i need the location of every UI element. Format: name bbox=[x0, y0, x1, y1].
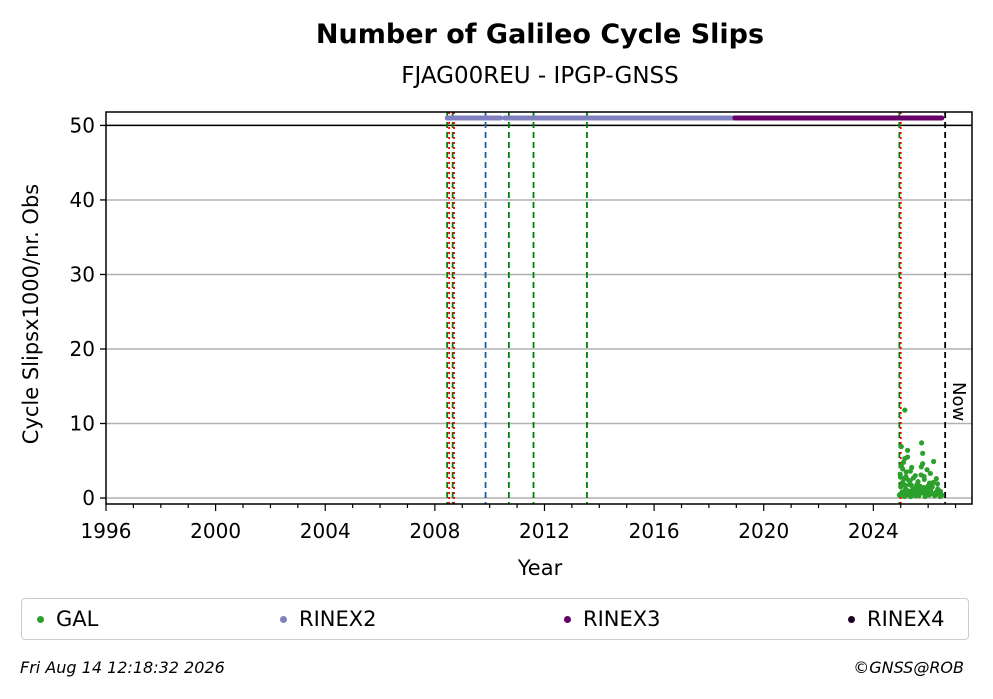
x-axis-label: Year bbox=[517, 556, 563, 580]
data-point bbox=[925, 483, 931, 489]
data-point bbox=[903, 469, 909, 475]
rinex2-dot-icon bbox=[280, 615, 287, 623]
data-point bbox=[900, 466, 906, 472]
data-point bbox=[908, 482, 915, 488]
x-tick-label: 2008 bbox=[409, 519, 460, 543]
data-point bbox=[915, 491, 921, 497]
data-point bbox=[907, 468, 913, 474]
legend-label: GAL bbox=[56, 607, 99, 631]
data-point bbox=[924, 467, 930, 473]
grid-lines bbox=[106, 124, 972, 499]
data-point bbox=[912, 473, 918, 479]
data-point bbox=[923, 488, 930, 494]
legend-item-rinex2: RINEX2 bbox=[280, 599, 377, 639]
data-point bbox=[920, 450, 926, 456]
x-tick-label: 2016 bbox=[629, 519, 680, 543]
plot-frame bbox=[105, 111, 973, 505]
data-point bbox=[933, 476, 939, 482]
data-point bbox=[911, 487, 917, 493]
data-point bbox=[904, 447, 911, 453]
rinex3-dot-icon bbox=[564, 615, 571, 623]
data-point bbox=[902, 455, 908, 462]
y-tick-label: 30 bbox=[70, 262, 95, 286]
rinex4-dot-icon bbox=[848, 615, 855, 623]
data-point bbox=[918, 464, 924, 470]
data-point bbox=[902, 407, 908, 413]
legend-item-rinex3: RINEX3 bbox=[564, 599, 661, 639]
event-lines bbox=[446, 112, 947, 504]
legend-item-gal: GAL bbox=[37, 599, 98, 639]
legend: GAL RINEX2 RINEX3 RINEX4 bbox=[21, 598, 969, 640]
data-point bbox=[898, 444, 904, 450]
y-tick-label: 40 bbox=[70, 188, 95, 212]
data-point bbox=[914, 482, 920, 488]
data-point bbox=[930, 479, 936, 485]
chart-subtitle: FJAG00REU - IPGP-GNSS bbox=[401, 63, 679, 89]
y-tick-label: 20 bbox=[70, 337, 95, 361]
data-point bbox=[901, 476, 907, 482]
data-point bbox=[902, 482, 909, 488]
legend-label: RINEX2 bbox=[299, 607, 377, 631]
data-point bbox=[918, 440, 925, 446]
x-tick-label: 2012 bbox=[519, 519, 570, 543]
data-point bbox=[931, 458, 937, 465]
data-point bbox=[934, 481, 941, 487]
data-point bbox=[901, 493, 908, 500]
data-point bbox=[904, 488, 910, 494]
axis-ticks: 0 10 20 30 40 50 1996 2000 2004 2008 2012 2016 2020 2… bbox=[70, 113, 957, 543]
data-point bbox=[921, 485, 927, 491]
y-tick-label: 10 bbox=[70, 412, 95, 436]
data-point bbox=[937, 493, 943, 500]
y-tick-label: 0 bbox=[82, 486, 95, 510]
data-point bbox=[921, 473, 927, 480]
x-tick-label: 1996 bbox=[81, 519, 132, 543]
gal-points bbox=[896, 407, 945, 500]
y-tick-label: 50 bbox=[70, 113, 95, 137]
data-point bbox=[907, 478, 913, 484]
legend-label: RINEX3 bbox=[583, 607, 661, 631]
data-point bbox=[917, 486, 923, 492]
data-point bbox=[922, 493, 928, 500]
chart-title: Number of Galileo Cycle Slips bbox=[316, 19, 764, 50]
now-label: Now bbox=[948, 382, 969, 421]
x-tick-label: 2000 bbox=[190, 519, 241, 543]
x-tick-label: 2004 bbox=[300, 519, 351, 543]
legend-label: RINEX4 bbox=[867, 607, 945, 631]
x-tick-label: 2020 bbox=[738, 519, 789, 543]
x-tick-label: 2024 bbox=[848, 519, 899, 543]
footer-timestamp: Fri Aug 14 12:18:32 2026 bbox=[20, 658, 225, 677]
y-axis-label: Cycle Slipsx1000/nr. Obs bbox=[19, 184, 43, 444]
data-point bbox=[927, 470, 933, 477]
gal-dot-icon bbox=[37, 615, 44, 623]
legend-item-rinex4: RINEX4 bbox=[848, 599, 945, 639]
footer-copyright: ©GNSS@ROB bbox=[853, 658, 964, 677]
data-point bbox=[919, 490, 925, 496]
